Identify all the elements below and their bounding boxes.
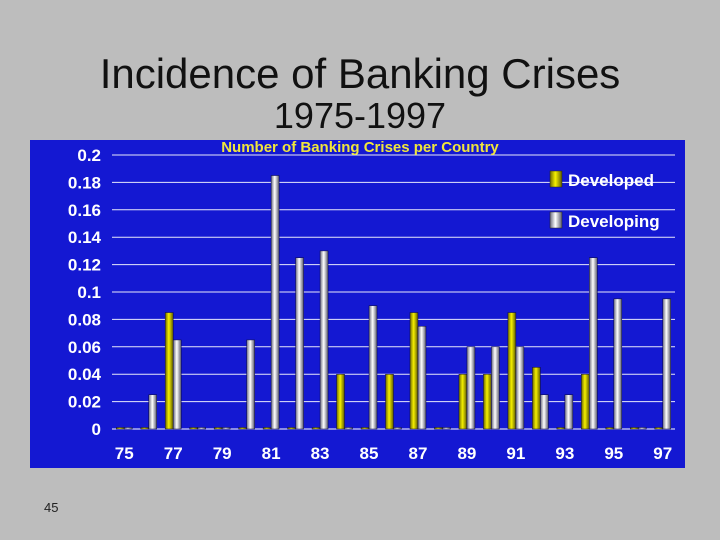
y-tick-label: 0: [92, 420, 101, 439]
bar-developing: [148, 394, 157, 430]
legend-swatch-developed: [549, 170, 563, 188]
bar-developing: [491, 346, 500, 430]
legend-swatch-developing: [549, 211, 563, 229]
bar-developed: [360, 427, 370, 430]
y-tick-label: 0.18: [68, 173, 101, 192]
bar-developed: [630, 427, 639, 430]
x-axis-ticks: 75 77 79 81 83 85 87 89 91 93 95 97: [115, 444, 672, 463]
page-number: 45: [44, 500, 59, 515]
legend-label-developing: Developing: [568, 212, 660, 231]
chart-title: Number of Banking Crises per Country: [221, 139, 499, 156]
bar-developing: [515, 346, 525, 430]
y-tick-label: 0.16: [68, 201, 101, 220]
bar-developed: [507, 312, 517, 430]
x-tick-label: 79: [213, 444, 232, 463]
bar-developed: [556, 427, 566, 430]
x-tick-label: 97: [653, 444, 672, 463]
x-tick-label: 75: [115, 444, 134, 463]
x-tick-label: 81: [262, 444, 281, 463]
bar-developing: [344, 427, 353, 430]
bar-developing: [295, 257, 304, 430]
bar-developing: [417, 326, 427, 430]
gridlines: [112, 154, 675, 430]
bar-developing: [270, 175, 280, 430]
slide-subtitle: 1975-1997: [273, 95, 447, 136]
x-tick-label: 95: [604, 444, 623, 463]
y-tick-label: 0.08: [68, 310, 101, 329]
y-tick-label: 0.1: [77, 283, 101, 302]
slide-title: Incidence of Banking Crises: [99, 50, 621, 97]
legend-label-developed: Developed: [568, 171, 654, 190]
bar-developing: [221, 427, 231, 430]
bar-developed: [189, 427, 198, 430]
x-tick-label: 91: [506, 444, 525, 463]
bar-developed: [336, 373, 345, 430]
y-tick-label: 0.04: [68, 365, 102, 384]
x-tick-label: 89: [457, 444, 476, 463]
bar-developed: [409, 312, 419, 430]
bar-developing: [589, 257, 598, 430]
bar-developed: [262, 427, 272, 430]
x-tick-label: 83: [311, 444, 330, 463]
bar-developing: [442, 427, 451, 430]
y-tick-label: 0.12: [68, 256, 101, 275]
y-tick-label: 0.2: [77, 146, 101, 165]
bar-developing: [319, 250, 329, 430]
bar-developing: [197, 427, 206, 430]
x-tick-label: 77: [164, 444, 183, 463]
bar-developing: [540, 394, 549, 430]
bar-developed: [483, 373, 492, 430]
bar-developing: [393, 427, 402, 430]
bars: [115, 175, 672, 430]
bar-developing: [466, 346, 476, 430]
plot-area: [30, 140, 685, 468]
x-tick-label: 93: [555, 444, 574, 463]
bar-developing: [638, 427, 647, 430]
y-axis-ticks: 0 0.02 0.04 0.06 0.08 0.1 0.12 0.14 0.16 0.18 0.2: [68, 146, 102, 439]
bar-developed: [115, 427, 125, 430]
bar-developed: [581, 373, 590, 430]
bar-developing: [172, 339, 182, 430]
bar-developed: [213, 427, 223, 430]
y-tick-label: 0.02: [68, 393, 101, 412]
y-tick-label: 0.14: [68, 228, 102, 247]
y-tick-label: 0.06: [68, 338, 101, 357]
bar-developed: [532, 367, 541, 430]
bar-developed: [458, 373, 468, 430]
bar-developed: [434, 427, 443, 430]
bar-developing: [564, 394, 574, 430]
bar-developed: [605, 427, 615, 430]
bar-developing: [246, 339, 255, 430]
bar-developed: [164, 312, 174, 430]
x-tick-label: 85: [360, 444, 379, 463]
legend: Developed Developing: [549, 170, 660, 231]
bar-developing: [368, 305, 378, 430]
bar-developing: [662, 298, 672, 430]
bar-developed: [654, 427, 664, 430]
bar-developed: [238, 427, 247, 430]
bar-developed: [140, 427, 149, 430]
bar-developing: [123, 427, 133, 430]
bar-developing: [613, 298, 623, 430]
bar-developed: [287, 427, 296, 430]
x-tick-label: 87: [409, 444, 428, 463]
bar-developed: [385, 373, 394, 430]
bar-developed: [311, 427, 321, 430]
